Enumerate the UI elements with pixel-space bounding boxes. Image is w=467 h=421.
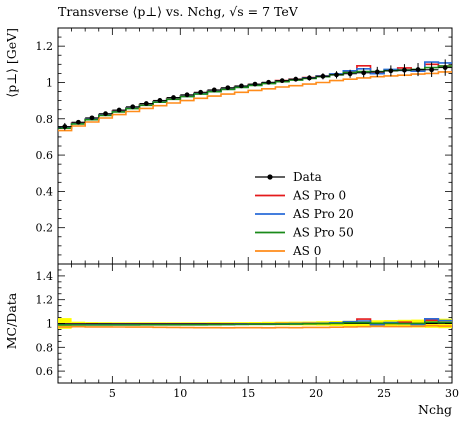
data-point (143, 101, 149, 106)
legend-label: AS Pro 50 (292, 226, 354, 240)
data-point (347, 71, 353, 77)
data-point (306, 75, 312, 81)
data-point (429, 67, 435, 73)
main-ytick-labels: 0.2 0.4 0.6 0.8 1 1.2 (36, 40, 54, 235)
main-plot-area: 0.2 0.4 0.6 0.8 1 1.2 (36, 27, 453, 265)
x-tick-label: 30 (445, 387, 459, 400)
x-tick-label: 20 (309, 387, 323, 400)
main-y-tick-label: 1 (46, 76, 53, 89)
data-point (198, 89, 204, 95)
ratio-line-as-pro-50 (58, 321, 452, 326)
main-y-tick-label: 0.8 (36, 113, 54, 126)
legend-label: AS Pro 20 (292, 207, 354, 221)
legend-label: Data (293, 170, 322, 184)
data-point (334, 72, 339, 78)
main-y-tick-label: 0.2 (36, 222, 54, 235)
data-point (388, 68, 394, 74)
data-point (62, 124, 68, 129)
data-point (211, 87, 217, 93)
data-point (320, 73, 326, 79)
ratio-line-as-0 (58, 324, 452, 329)
chart-title: Transverse ⟨p⊥⟩ vs. Nchg, √s = 7 TeV (58, 4, 299, 19)
x-tick-label: 10 (173, 387, 187, 400)
data-point (279, 78, 285, 84)
data-point (171, 95, 176, 100)
data-point (225, 85, 231, 91)
data-point (293, 76, 299, 82)
series-line-as-0 (58, 71, 452, 132)
main-data-layer (58, 59, 452, 131)
data-point (103, 111, 108, 117)
data-point (266, 79, 271, 85)
ratio-y-tick-label: 1.2 (36, 294, 54, 307)
x-tick-label: 15 (241, 387, 255, 400)
data-point (415, 67, 421, 72)
data-point (184, 92, 190, 98)
xtick-labels: 5 10 15 20 25 30 (109, 387, 459, 400)
ratio-y-tick-label: 0.8 (36, 341, 54, 354)
series-line-as-pro-0 (58, 63, 452, 129)
data-point (442, 65, 448, 70)
ratio-ytick-labels: 0.6 0.8 1 1.2 1.4 (36, 270, 54, 378)
ratio-axis-ticks (57, 263, 453, 384)
ratio-y-tick-label: 1 (46, 318, 53, 331)
ratio-plot-area: 0.6 0.8 1 1.2 1.4 5 10 15 20 25 30 (36, 263, 459, 400)
legend-label: AS 0 (292, 244, 321, 258)
main-axis-ticks (57, 27, 453, 265)
data-point (361, 70, 367, 76)
ratio-y-tick-label: 1.4 (36, 270, 54, 283)
ratio-y-axis-label: MC/Data (4, 292, 19, 349)
main-y-tick-label: 1.2 (36, 40, 54, 53)
legend-label: AS Pro 0 (292, 189, 346, 203)
data-point (239, 83, 244, 89)
x-tick-label: 25 (377, 387, 391, 400)
x-tick-label: 5 (109, 387, 116, 400)
main-y-tick-label: 0.6 (36, 149, 54, 162)
main-series-layer (58, 61, 452, 132)
legend-data-marker (267, 174, 273, 180)
ratio-series-layer (58, 318, 452, 329)
legend: Data AS Pro 0 AS Pro 20 AS Pro 50 AS 0 (255, 170, 354, 258)
data-point (157, 98, 163, 103)
data-point (252, 81, 258, 87)
data-point (402, 67, 407, 73)
x-axis-label: Nchg (418, 402, 452, 417)
main-plot-frame (57, 27, 453, 265)
data-point (374, 69, 380, 75)
data-point (116, 107, 122, 113)
data-point (75, 119, 81, 125)
data-point (130, 104, 136, 110)
y-axis-label: ⟨p⊥⟩ [GeV] (4, 28, 19, 98)
data-point (89, 115, 95, 121)
ratio-y-tick-label: 0.6 (36, 365, 54, 378)
main-y-tick-label: 0.4 (36, 185, 54, 198)
